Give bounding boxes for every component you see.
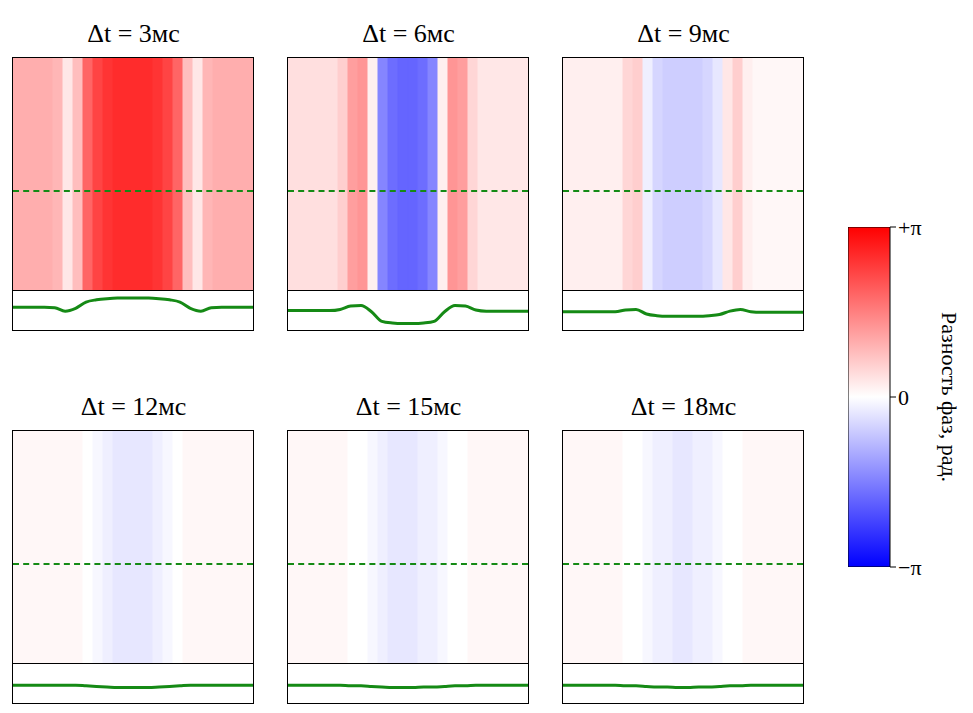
html-text:Разность фаз, рад.: Разность фаз, рад.: [937, 312, 962, 482]
svg-text:−π: −π: [898, 555, 922, 579]
html-text:Δt = 9мс: Δt = 9мс: [637, 19, 730, 48]
html-text:Δt = 6мс: Δt = 6мс: [362, 19, 455, 48]
svg-text:0: 0: [898, 385, 909, 410]
html-text:Δt = 3мс: Δt = 3мс: [87, 19, 180, 48]
html-text:Δt = 15мс: Δt = 15мс: [355, 392, 462, 421]
svg-text:+π: +π: [898, 215, 922, 240]
html-text:Δt = 18мс: Δt = 18мс: [630, 392, 737, 421]
html-text:Δt = 12мс: Δt = 12мс: [80, 392, 187, 421]
